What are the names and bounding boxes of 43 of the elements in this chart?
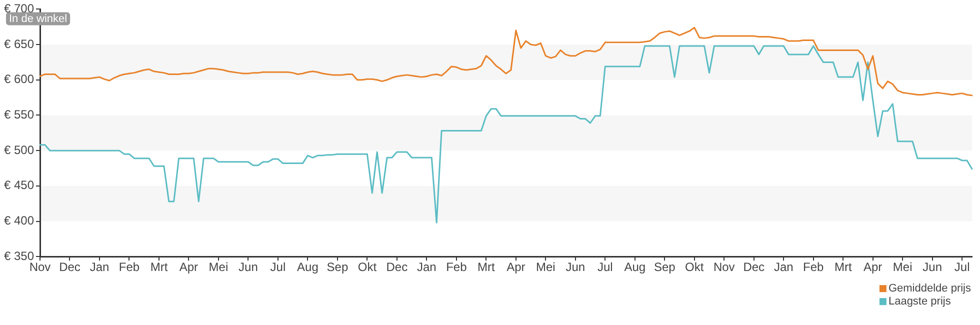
x-tick-label: Feb bbox=[446, 260, 468, 274]
x-tick-label: Dec bbox=[743, 260, 765, 274]
x-tick-label: Jul bbox=[954, 260, 970, 274]
x-tick-label: Nov bbox=[713, 260, 735, 274]
x-tick-label: Okt bbox=[358, 260, 378, 274]
x-tick-label: Jan bbox=[90, 260, 110, 274]
x-tick-label: Mei bbox=[208, 260, 228, 274]
x-tick-label: Mrt bbox=[150, 260, 168, 274]
x-tick-label: Jul bbox=[597, 260, 613, 274]
x-tick-label: Okt bbox=[685, 260, 704, 274]
x-tick-label: Nov bbox=[29, 260, 51, 274]
x-tick-label: Apr bbox=[179, 260, 198, 274]
y-tick-label: € 650 bbox=[4, 36, 34, 51]
x-tick-label: Dec bbox=[59, 260, 80, 274]
x-tick-label: Apr bbox=[864, 260, 882, 274]
y-tick-label: € 600 bbox=[4, 72, 34, 86]
x-tick-label: Jan bbox=[417, 260, 436, 274]
x-tick-label: Jul bbox=[270, 260, 286, 274]
x-tick-label: Jun bbox=[922, 260, 942, 274]
y-tick-label: € 450 bbox=[4, 178, 34, 192]
x-tick-label: Mei bbox=[892, 260, 912, 274]
y-tick-label: € 400 bbox=[4, 214, 34, 228]
x-tick-label: Feb bbox=[118, 260, 140, 274]
x-tick-label: Mrt bbox=[834, 260, 852, 274]
x-tick-label: Aug bbox=[624, 260, 646, 274]
x-tick-label: Sep bbox=[654, 260, 676, 274]
y-tick-label: € 700 bbox=[4, 2, 34, 16]
x-tick-label: Jun bbox=[566, 260, 586, 274]
legend-label: Laagste prijs bbox=[888, 296, 952, 308]
x-tick-label: Aug bbox=[297, 260, 318, 274]
x-tick-label: Jun bbox=[238, 260, 258, 274]
x-tick-label: Feb bbox=[803, 260, 824, 274]
y-tick-label: € 500 bbox=[4, 142, 34, 157]
y-tick-label: € 350 bbox=[4, 248, 34, 263]
x-tick-label: Mei bbox=[536, 260, 556, 274]
x-tick-label: Apr bbox=[506, 260, 526, 274]
legend-label: Gemiddelde prijs bbox=[888, 282, 972, 295]
x-tick-label: Jan bbox=[774, 260, 794, 274]
x-tick-label: Dec bbox=[386, 260, 408, 274]
annotation: In de winkel bbox=[9, 13, 68, 26]
x-tick-label: Sep bbox=[326, 260, 348, 274]
y-tick-label: € 550 bbox=[4, 108, 34, 122]
x-tick-label: Mrt bbox=[478, 260, 496, 274]
